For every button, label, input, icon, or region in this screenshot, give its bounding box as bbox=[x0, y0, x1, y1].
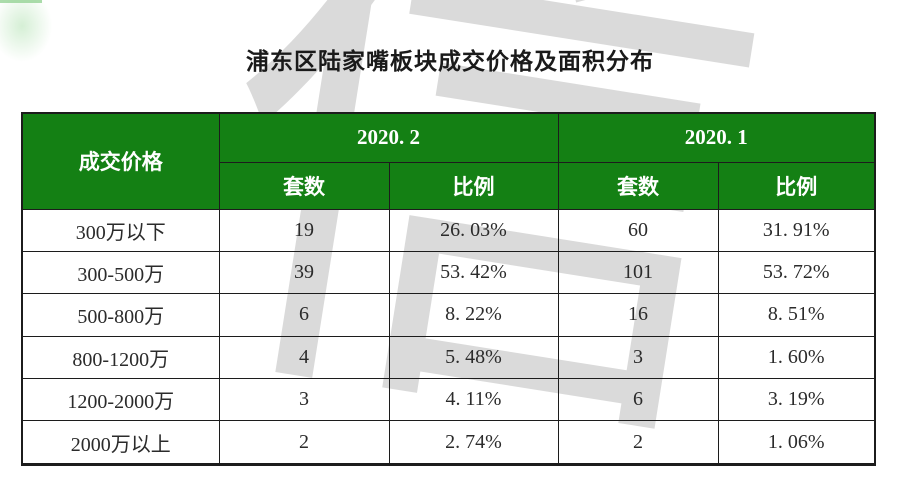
count-cell-2020-2: 4 bbox=[218, 335, 390, 379]
count-cell-2020-1: 2 bbox=[557, 420, 719, 465]
count-cell-2020-2: 2 bbox=[218, 420, 390, 465]
count-cell-2020-1: 101 bbox=[557, 250, 719, 295]
corner-green-bar bbox=[0, 0, 42, 3]
subheader-count-2020-1: 套数 bbox=[557, 161, 719, 210]
price-range-cell: 300万以下 bbox=[21, 208, 220, 252]
ratio-cell-2020-2: 26. 03% bbox=[388, 208, 559, 252]
subheader-ratio-2020-1: 比例 bbox=[717, 161, 876, 210]
price-range-cell: 1200-2000万 bbox=[21, 377, 220, 422]
count-cell-2020-2: 39 bbox=[218, 250, 390, 295]
header-row-periods: 成交价格 2020. 2 2020. 1 bbox=[21, 112, 876, 210]
ratio-cell-2020-2: 5. 48% bbox=[388, 335, 559, 379]
column-header-price: 成交价格 bbox=[21, 112, 220, 210]
ratio-cell-2020-1: 1. 60% bbox=[717, 335, 876, 379]
count-cell-2020-2: 3 bbox=[218, 377, 390, 422]
header-row-subcolumns: 套数 比例 套数 比例 bbox=[22, 161, 876, 210]
ratio-cell-2020-1: 3. 19% bbox=[717, 377, 876, 422]
count-cell-2020-1: 3 bbox=[557, 335, 719, 379]
price-range-cell: 500-800万 bbox=[21, 293, 220, 337]
ratio-cell-2020-1: 53. 72% bbox=[717, 250, 876, 295]
subheader-ratio-2020-2: 比例 bbox=[388, 161, 559, 210]
price-distribution-table: 成交价格 2020. 2 2020. 1 套数 比例 套数 比例 300万以下 … bbox=[21, 112, 876, 466]
count-cell-2020-1: 60 bbox=[557, 208, 719, 252]
table-row: 2000万以上 2 2. 74% 2 1. 06% bbox=[21, 420, 876, 465]
count-cell-2020-1: 6 bbox=[557, 377, 719, 422]
ratio-cell-2020-2: 2. 74% bbox=[388, 420, 559, 465]
price-range-cell: 800-1200万 bbox=[21, 335, 220, 379]
page-title: 浦东区陆家嘴板块成交价格及面积分布 bbox=[246, 49, 654, 74]
column-header-period-2020-2: 2020. 2 bbox=[218, 112, 559, 163]
price-range-cell: 300-500万 bbox=[21, 250, 220, 295]
ratio-cell-2020-1: 8. 51% bbox=[717, 293, 876, 337]
ratio-cell-2020-2: 4. 11% bbox=[388, 377, 559, 422]
count-cell-2020-2: 6 bbox=[218, 293, 390, 337]
table-row: 1200-2000万 3 4. 11% 6 3. 19% bbox=[21, 377, 876, 422]
count-cell-2020-1: 16 bbox=[557, 293, 719, 337]
ratio-cell-2020-2: 53. 42% bbox=[388, 250, 559, 295]
count-cell-2020-2: 19 bbox=[218, 208, 390, 252]
table-row: 800-1200万 4 5. 48% 3 1. 60% bbox=[21, 335, 876, 379]
ratio-cell-2020-1: 31. 91% bbox=[717, 208, 876, 252]
price-range-cell: 2000万以上 bbox=[21, 420, 220, 465]
table-row: 300-500万 39 53. 42% 101 53. 72% bbox=[21, 250, 876, 295]
column-header-period-2020-1: 2020. 1 bbox=[557, 112, 876, 163]
table-row: 300万以下 19 26. 03% 60 31. 91% bbox=[21, 208, 876, 252]
subheader-count-2020-2: 套数 bbox=[218, 161, 390, 210]
ratio-cell-2020-2: 8. 22% bbox=[388, 293, 559, 337]
ratio-cell-2020-1: 1. 06% bbox=[717, 420, 876, 465]
table-row: 500-800万 6 8. 22% 16 8. 51% bbox=[21, 293, 876, 337]
